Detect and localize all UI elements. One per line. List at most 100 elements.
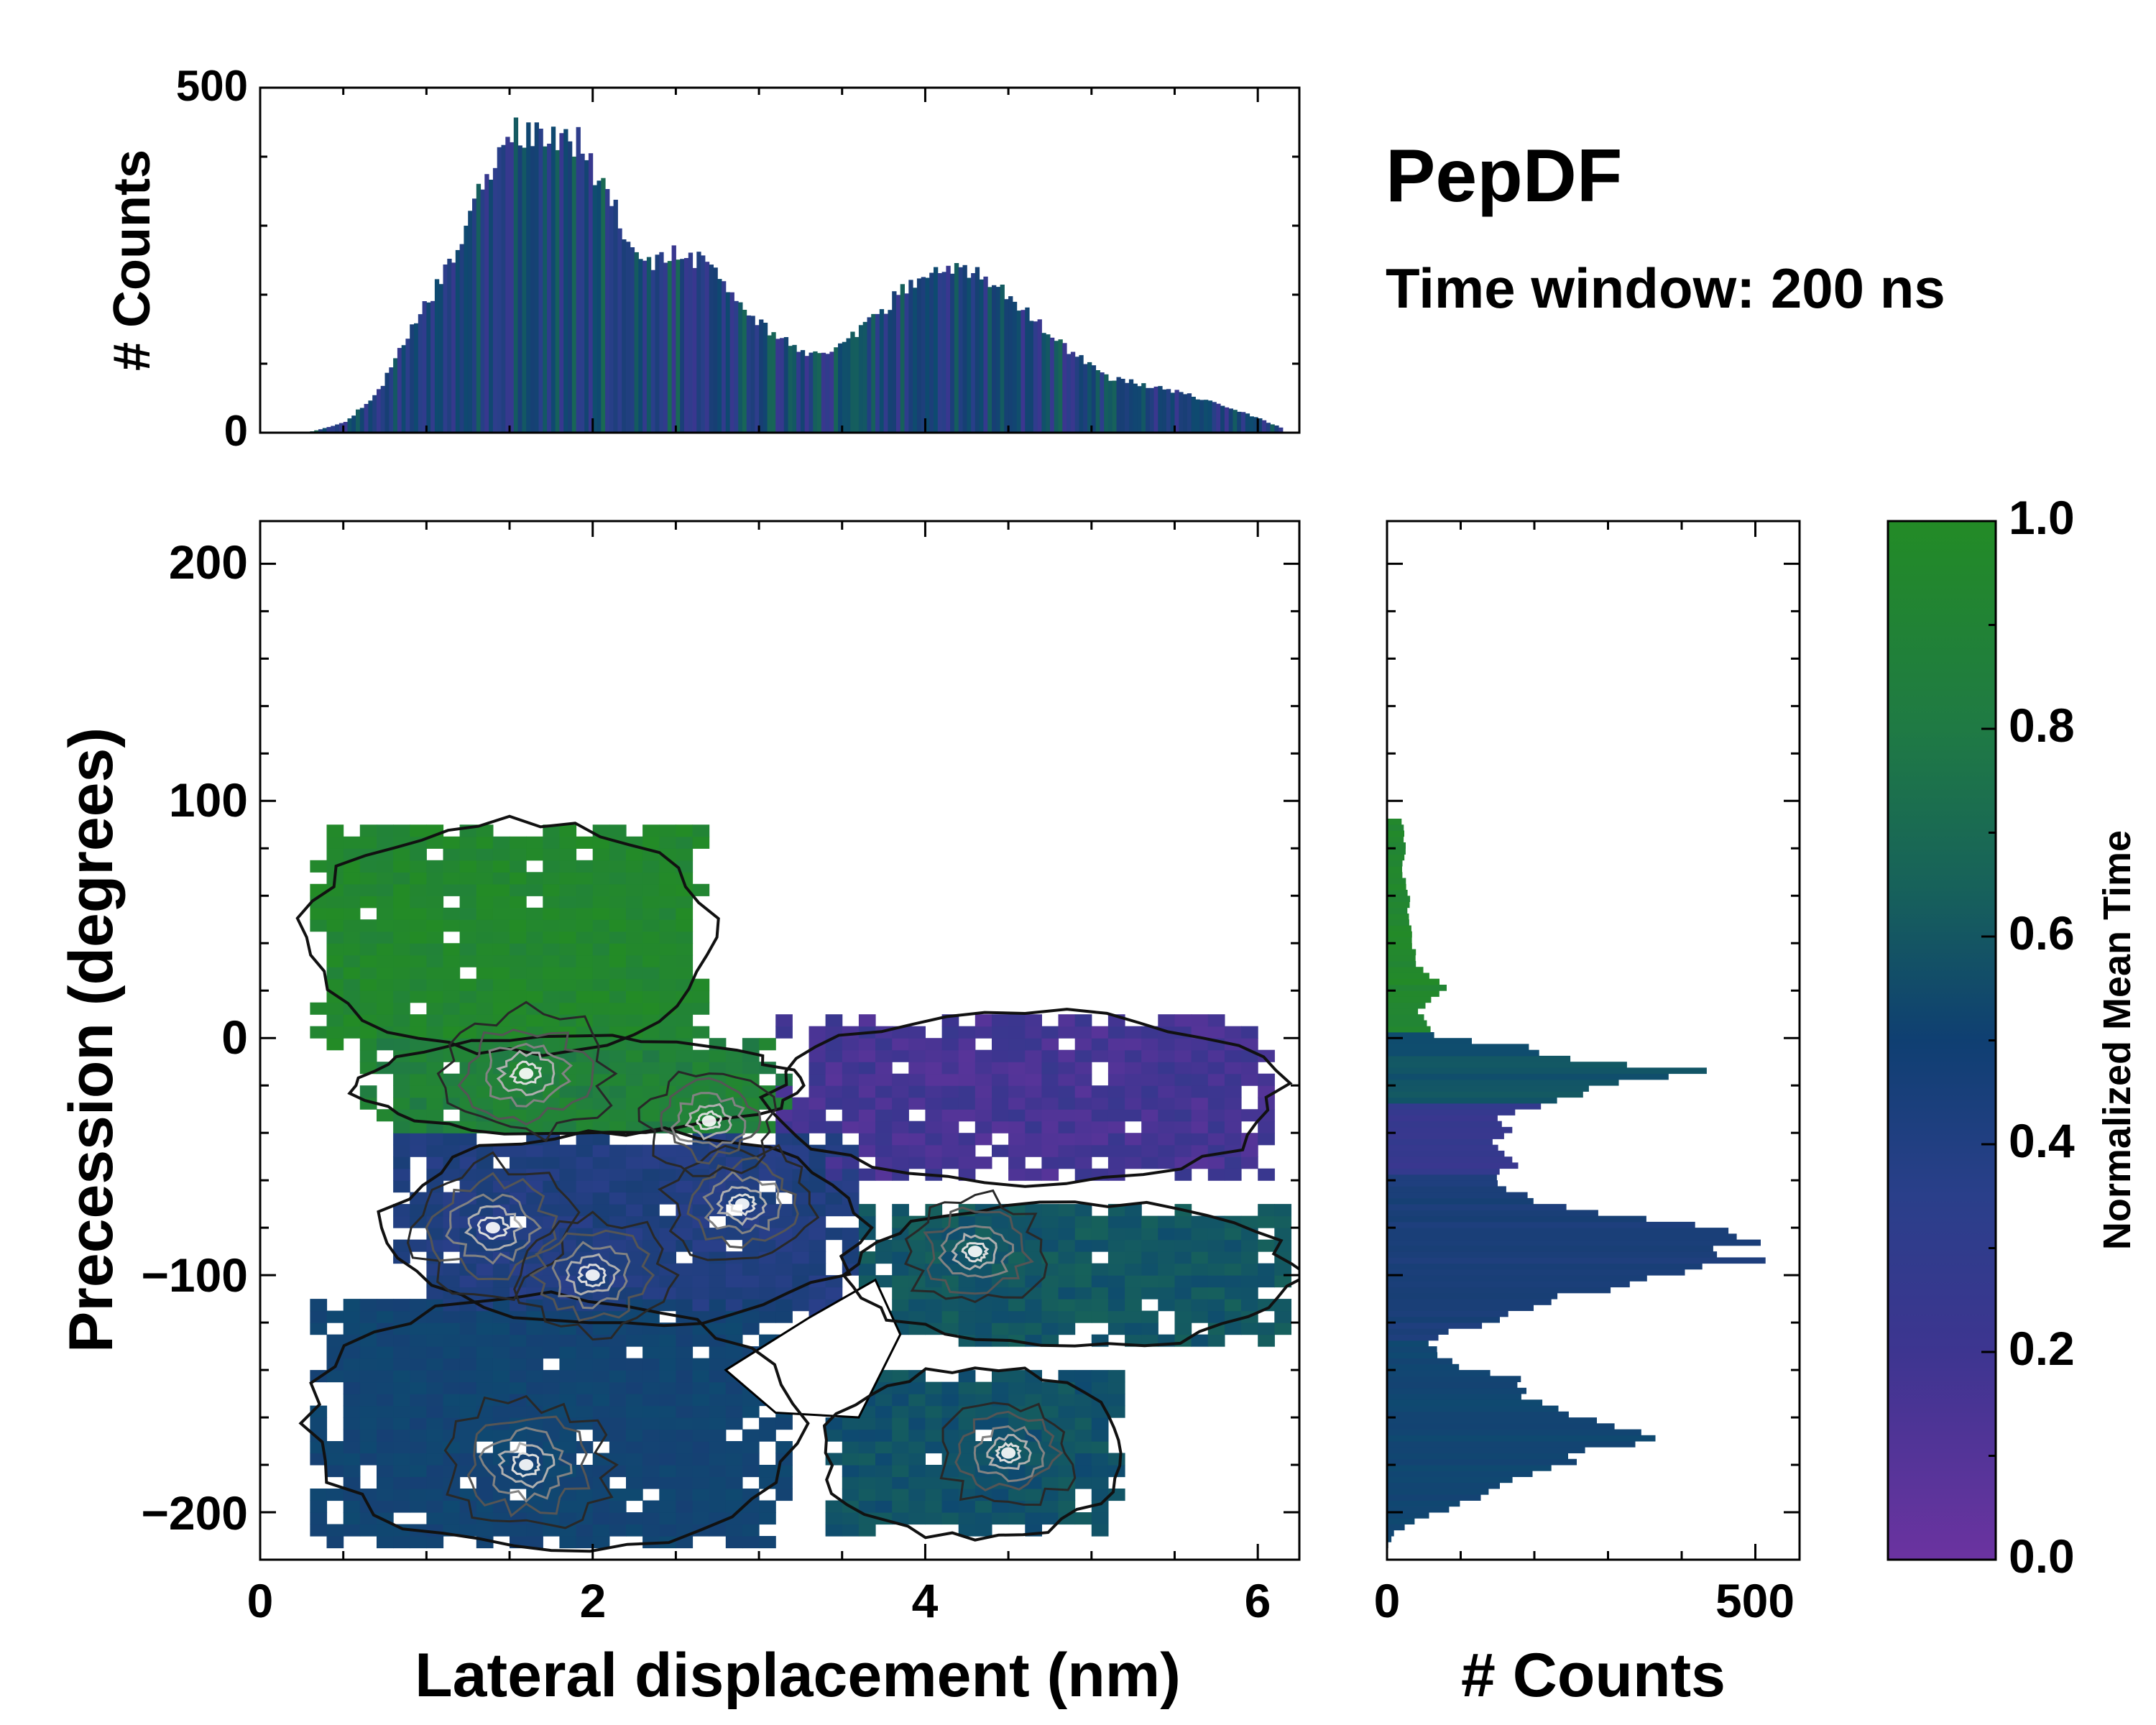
heatmap-cell	[1091, 1381, 1109, 1394]
heatmap-cell	[576, 907, 594, 920]
heatmap-cell	[1058, 1026, 1076, 1039]
density-contour	[529, 1229, 655, 1322]
heatmap-cell	[958, 1500, 976, 1513]
main-axis-ticks	[259, 521, 1299, 1560]
density-contour	[509, 1060, 543, 1085]
top-histogram-bar	[888, 310, 893, 433]
heatmap-cell	[393, 1014, 410, 1027]
heatmap-cell	[559, 967, 577, 980]
heatmap-cell	[1074, 1441, 1092, 1454]
heatmap-cell	[426, 1500, 444, 1513]
heatmap-cell	[559, 824, 577, 837]
heatmap-cell	[1091, 1144, 1109, 1157]
heatmap-cell	[377, 1381, 394, 1394]
heatmap-cell	[759, 1287, 776, 1300]
heatmap-cell	[393, 1536, 410, 1549]
heatmap-cell	[543, 1239, 560, 1252]
heatmap-cell	[908, 1251, 926, 1264]
right-histogram-bar	[1387, 1245, 1713, 1252]
heatmap-cell	[642, 1192, 660, 1205]
heatmap-cell	[510, 1144, 527, 1157]
heatmap-cell	[576, 1405, 594, 1418]
heatmap-cell	[426, 1062, 444, 1075]
right-histogram-bar	[1387, 1073, 1669, 1080]
heatmap-cell	[459, 1346, 477, 1359]
heatmap-cell	[626, 1358, 643, 1371]
heatmap-cell	[1041, 1049, 1059, 1062]
top-histogram-bar	[588, 153, 594, 433]
heatmap-cell	[858, 1073, 876, 1086]
heatmap-cell	[609, 1168, 627, 1181]
heatmap-cell	[492, 1299, 510, 1312]
right-histogram-bar	[1387, 1192, 1528, 1199]
heatmap-cell	[941, 1394, 959, 1407]
heatmap-cell	[825, 1049, 843, 1062]
heatmap-cell	[1241, 1299, 1258, 1312]
heatmap-cell	[1074, 1097, 1092, 1110]
heatmap-cell	[393, 954, 410, 967]
heatmap-cell	[543, 1500, 560, 1513]
top-histogram-bar	[1191, 397, 1196, 433]
top-histogram-bar	[605, 189, 610, 433]
heatmap-cell	[875, 1500, 893, 1513]
heatmap-cell	[759, 1275, 776, 1288]
heatmap-cell	[1058, 1133, 1076, 1146]
heatmap-cell	[393, 1168, 410, 1181]
heatmap-cell	[443, 836, 461, 849]
heatmap-cell	[377, 836, 394, 849]
heatmap-cell	[1025, 1049, 1042, 1062]
heatmap-cell	[825, 1156, 843, 1169]
heatmap-cell	[592, 1465, 610, 1478]
heatmap-cell	[1041, 1465, 1059, 1478]
heatmap-cell	[858, 1121, 876, 1133]
top-histogram-bar	[438, 284, 443, 433]
heatmap-cell	[1141, 1109, 1158, 1122]
heatmap-cell	[492, 1263, 510, 1276]
heatmap-cell	[975, 1500, 992, 1513]
heatmap-cell	[377, 931, 394, 944]
heatmap-cell	[1241, 1026, 1258, 1039]
top-histogram-bar	[755, 325, 760, 433]
heatmap-cell	[709, 1394, 727, 1407]
heatmap-cell	[343, 1381, 361, 1394]
heatmap-cell	[343, 919, 361, 932]
heatmap-cell	[492, 1405, 510, 1418]
heatmap-cell	[659, 1381, 676, 1394]
heatmap-cell	[626, 1429, 643, 1442]
heatmap-cell	[576, 1346, 594, 1359]
right-histogram-bar	[1387, 990, 1439, 997]
heatmap-cell	[410, 824, 427, 837]
heatmap-cell	[443, 954, 461, 967]
heatmap-cell	[1058, 1370, 1076, 1383]
heatmap-cell	[426, 1156, 444, 1169]
heatmap-cell	[1058, 1263, 1076, 1276]
heatmap-cell	[709, 1275, 727, 1288]
heatmap-cell	[792, 1121, 810, 1133]
heatmap-cell	[659, 1038, 676, 1051]
heatmap-cell	[476, 848, 494, 861]
heatmap-cell	[1074, 1121, 1092, 1133]
ytick-label-200: 200	[169, 535, 248, 589]
heatmap-cell	[1207, 1097, 1225, 1110]
heatmap-cell	[393, 1133, 410, 1146]
heatmap-cell	[908, 1512, 926, 1525]
heatmap-cell	[377, 1002, 394, 1015]
heatmap-cell	[842, 1228, 860, 1241]
top-histogram-bar	[384, 372, 390, 433]
heatmap-cell	[676, 1453, 694, 1466]
heatmap-cell	[642, 1500, 660, 1513]
heatmap-cell	[1241, 1251, 1258, 1264]
heatmap-cell	[842, 1180, 860, 1193]
heatmap-cell	[975, 1121, 992, 1133]
heatmap-cell	[941, 1512, 959, 1525]
heatmap-cell	[1174, 1085, 1192, 1098]
heatmap-cell	[1074, 1228, 1092, 1241]
top-histogram-bar	[800, 350, 806, 433]
heatmap-cell	[543, 931, 560, 944]
heatmap-cell	[709, 1381, 727, 1394]
top-histogram-bar	[854, 336, 860, 433]
heatmap-cell	[692, 1002, 710, 1015]
heatmap-cell	[892, 1429, 909, 1442]
top-histogram-bar	[979, 279, 984, 433]
heatmap-cell	[343, 1026, 361, 1039]
